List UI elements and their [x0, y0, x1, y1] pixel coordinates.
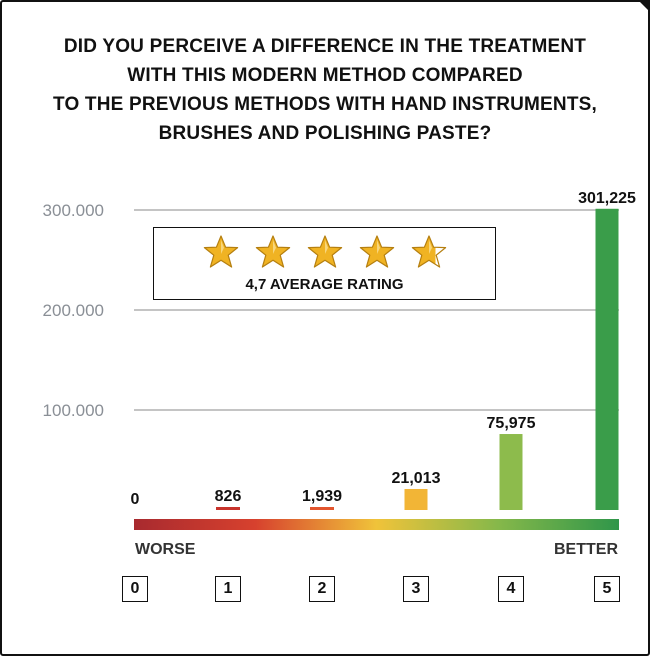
title-line-3: TO THE PREVIOUS METHODS WITH HAND INSTRU…: [52, 94, 598, 115]
grid-lines: [134, 209, 619, 411]
category-box-3: 3: [403, 576, 429, 602]
bar-5: [595, 208, 619, 510]
star-icon: [255, 235, 290, 268]
bar-2: [310, 507, 334, 510]
bars: [216, 208, 619, 510]
category-box-4: 4: [498, 576, 524, 602]
data-label-2: 1,939: [302, 488, 342, 505]
title-line-1: DID YOU PERCEIVE A DIFFERENCE IN THE TRE…: [63, 36, 587, 57]
chart-title: DID YOU PERCEIVE A DIFFERENCE IN THE TRE…: [20, 32, 630, 148]
bar-4: [499, 434, 523, 510]
star-rating: [154, 234, 495, 270]
title-line-2: WITH THIS MODERN METHOD COMPARED: [127, 65, 523, 86]
bar-3: [404, 488, 428, 510]
category-box-2: 2: [309, 576, 335, 602]
data-label-5: 301,225: [578, 190, 636, 207]
star-icon: [359, 235, 394, 268]
category-box-1: 1: [215, 576, 241, 602]
y-tick-label: 200.000: [43, 301, 104, 320]
average-rating-box: 4,7 AVERAGE RATING: [153, 227, 496, 300]
category-box-5: 5: [594, 576, 620, 602]
category-box-0: 0: [122, 576, 148, 602]
y-axis-tick-labels: 100.000 200.000 300.000: [43, 201, 104, 420]
better-label: BETTER: [554, 541, 618, 558]
corner-accent: [638, 0, 650, 12]
y-tick-label: 300.000: [43, 201, 104, 220]
data-label-3: 21,013: [392, 470, 441, 487]
y-tick-label: 100.000: [43, 401, 104, 420]
data-label-1: 826: [215, 488, 242, 505]
data-label-4: 75,975: [487, 415, 536, 432]
data-labels: 0 826 1,939 21,013 75,975 301,225: [131, 190, 636, 508]
data-label-0: 0: [131, 491, 140, 508]
bar-1: [216, 507, 240, 510]
star-icon: [411, 235, 446, 268]
title-line-4: BRUSHES AND POLISHING PASTE?: [158, 123, 492, 144]
worse-better-gradient-bar: [134, 519, 619, 530]
average-rating-label: 4,7 AVERAGE RATING: [245, 276, 404, 293]
worse-label: WORSE: [135, 541, 196, 558]
star-icon: [203, 235, 238, 268]
star-icon: [307, 235, 342, 268]
